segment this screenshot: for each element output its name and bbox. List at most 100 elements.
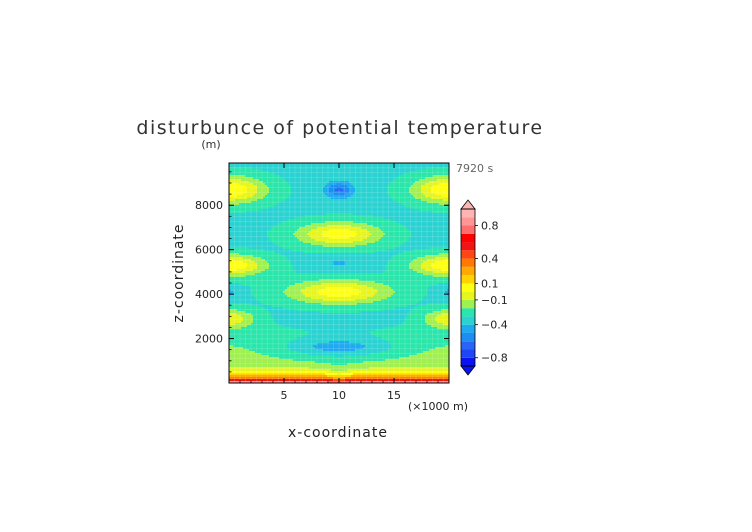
y-tick-label: 8000 [195,199,223,212]
field-cell [237,195,254,198]
colorbar-swatch [461,258,475,267]
field-cell [439,183,449,186]
field-cell [393,255,426,258]
colorbar-label: 0.4 [481,253,499,266]
field-cell [303,251,376,254]
field-cell [259,179,286,182]
field-cell [269,171,410,174]
field-cell [229,267,246,270]
field-cell [395,177,426,180]
field-cell [269,191,292,194]
field-cell [229,283,242,286]
field-cell [265,183,290,186]
field-cell [421,199,444,202]
field-cell [433,275,449,278]
field-cell [229,305,262,308]
field-cell [385,359,449,362]
field-cell [355,299,382,302]
field-cell [229,341,290,344]
field-cell [229,359,294,362]
field-cell [273,317,406,320]
field-cell [343,355,410,358]
field-cell [437,315,449,318]
field-cell [441,313,449,316]
field-cell [431,265,449,268]
field-cell [369,367,449,370]
y-tick-label: 6000 [195,244,223,257]
field-cell [265,269,294,272]
field-cell [229,273,256,276]
field-cell [251,291,284,294]
field-cell [291,191,324,194]
field-cell [299,351,380,354]
field-cell [395,247,430,250]
field-cell [427,303,449,306]
field-cell [239,183,254,186]
field-cell [341,183,352,186]
field-cell [427,287,449,290]
field-cell [229,277,449,280]
field-cell [327,375,352,378]
field-cell [247,189,258,192]
field-cell [229,251,276,254]
field-cell [243,261,256,264]
field-cell [327,195,352,198]
field-cell [229,193,244,196]
field-cell [273,225,306,228]
field-cell [351,225,374,228]
field-cell [285,179,394,182]
field-cell [443,323,449,326]
field-cell [409,171,449,174]
field-cell [403,243,449,246]
field-cell [229,259,234,262]
field-cell [273,241,304,244]
field-cell [229,357,280,360]
field-cell [353,221,398,224]
field-cell [321,233,358,236]
field-cell [367,285,390,288]
field-cell [267,185,292,188]
field-cell [229,355,270,358]
field-cell [323,235,356,238]
colorbar-swatch [461,341,475,350]
field-cell [369,331,449,334]
field-cell [389,183,414,186]
field-cell [265,195,290,198]
field-cell [327,371,352,374]
field-cell [229,261,244,264]
field-cell [229,225,274,228]
field-cell [253,269,266,272]
field-cell [229,239,270,242]
field-cell [333,261,346,264]
field-cell [229,363,332,366]
field-cell [421,187,432,190]
field-cell [263,303,322,306]
field-cell [409,265,422,268]
field-cell [229,313,238,316]
field-cell [327,183,338,186]
field-cell [411,235,449,238]
field-cell [229,215,306,218]
field-cell [235,199,258,202]
field-cell [261,257,288,260]
field-cell [353,241,376,244]
field-cell [349,181,392,184]
field-cell [229,311,246,314]
field-cell [229,381,330,383]
field-cell [409,191,422,194]
field-cell [229,369,332,372]
field-cell [435,319,449,322]
field-cell [245,267,258,270]
field-cell [349,341,390,344]
field-cell [229,233,268,236]
field-cell [229,195,238,198]
field-cell [431,187,449,190]
field-cell [243,319,254,322]
field-cell [229,241,274,244]
field-cell [349,229,368,232]
field-cell [389,341,449,344]
field-cell [401,323,428,326]
field-cell [275,251,304,254]
field-cell [353,373,449,376]
field-cell [277,323,402,326]
